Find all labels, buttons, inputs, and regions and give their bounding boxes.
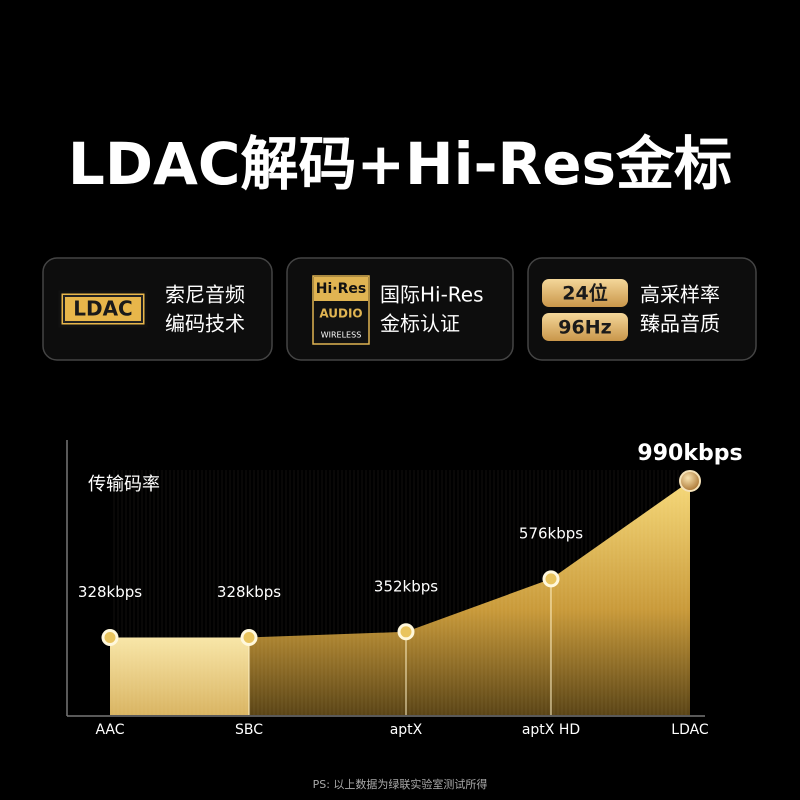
area: [110, 481, 690, 715]
feature-text: 索尼音频: [165, 283, 245, 307]
feature-text: 臻品音质: [640, 312, 720, 336]
feature-text: 金标认证: [380, 312, 460, 336]
footnote: PS: 以上数据为绿联实验室测试所得: [313, 777, 488, 791]
badge: [542, 313, 628, 341]
value-label: 352kbps: [374, 577, 438, 595]
x-tick-label: AAC: [95, 722, 124, 738]
logo-text: AUDIO: [319, 307, 362, 321]
x-tick-label: LDAC: [671, 722, 709, 738]
point: [101, 628, 119, 646]
value-label: 576kbps: [519, 524, 583, 542]
value-label: 990kbps: [637, 441, 742, 466]
area-highlight: [110, 637, 249, 715]
logo-text: LDAC: [73, 297, 133, 321]
value-label: 328kbps: [78, 583, 142, 601]
point: [679, 470, 701, 492]
logo-text: WIRELESS: [321, 331, 362, 340]
feature-text: 国际Hi-Res: [380, 283, 484, 307]
point: [542, 570, 560, 588]
ldac-logo: [58, 290, 148, 328]
badge: [542, 279, 628, 307]
badge-text: 96Hz: [558, 317, 611, 339]
point: [397, 623, 415, 641]
feature-box: 24位 96Hz 高采样率 臻品音质: [527, 257, 757, 361]
feature-box: LDAC 索尼音频 编码技术: [42, 257, 273, 361]
feature-box: Hi·Res AUDIO WIRELESS 国际Hi-Res 金标认证: [286, 257, 514, 361]
x-tick-label: SBC: [235, 722, 263, 738]
badge-text: 24位: [562, 282, 607, 305]
feature-text: 高采样率: [640, 283, 720, 307]
x-tick-label: aptX HD: [522, 722, 580, 738]
chart: 传输码率 328kbps AAC 328kbps SBC 352kbps aptX 576k…: [66, 440, 743, 738]
feature-text: 编码技术: [165, 312, 245, 336]
value-label: 328kbps: [217, 583, 281, 601]
title: LDAC解码+Hi-Res金标: [68, 130, 732, 198]
logo-text: Hi·Res: [316, 281, 366, 297]
x-tick-label: aptX: [390, 722, 423, 738]
point: [240, 628, 258, 646]
y-axis-label: 传输码率: [88, 474, 160, 495]
